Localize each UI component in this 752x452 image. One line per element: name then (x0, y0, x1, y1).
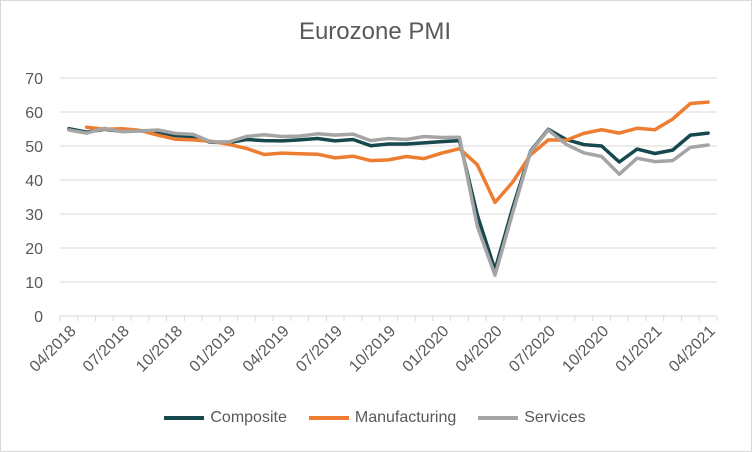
y-tick-label: 70 (25, 71, 43, 88)
chart-title: Eurozone PMI (298, 18, 452, 45)
legend: Composite Manufacturing Services (0, 409, 750, 427)
legend-label-manufacturing: Manufacturing (354, 409, 457, 426)
x-tick-label: 07/2019 (293, 323, 346, 376)
x-tick-label: 10/2019 (346, 323, 399, 376)
x-tick-label: 04/2020 (453, 323, 506, 376)
legend-swatch-services (478, 416, 519, 420)
series-line-manufacturing (84, 100, 710, 205)
y-tick-label: 40 (25, 173, 43, 190)
y-tick-label: 10 (25, 275, 43, 292)
legend-label-composite: Composite (210, 409, 287, 426)
x-tick-label: 01/2021 (613, 323, 666, 376)
legend-swatch-composite (164, 416, 205, 420)
y-tick-label: 0 (34, 309, 43, 326)
x-tick-label: 04/2019 (240, 323, 293, 376)
y-tick-label: 20 (25, 241, 43, 258)
series-line-composite (67, 126, 710, 272)
y-axis-tick-labels: 0 10 20 30 40 50 60 70 (25, 71, 43, 326)
x-axis-tick-labels: 04/2018 07/2018 10/2018 01/2019 04/2019 07/20… (27, 323, 719, 376)
legend-item-services: Services (478, 409, 586, 427)
series-line-services (67, 126, 710, 277)
x-tick-label: 01/2019 (187, 323, 240, 376)
y-tick-label: 50 (25, 139, 43, 156)
y-tick-label: 60 (25, 105, 43, 122)
x-tick-label: 07/2018 (80, 323, 133, 376)
legend-item-composite: Composite (164, 409, 287, 427)
y-tick-label: 30 (25, 207, 43, 224)
x-tick-label: 01/2020 (400, 323, 453, 376)
legend-swatch-manufacturing (308, 416, 349, 420)
gridlines (60, 77, 717, 283)
legend-label-services: Services (524, 409, 586, 426)
series-lines (67, 100, 710, 277)
x-tick-label: 04/2018 (27, 323, 80, 376)
x-tick-label: 04/2021 (666, 323, 719, 376)
legend-item-manufacturing: Manufacturing (308, 409, 457, 427)
x-tick-label: 07/2020 (506, 323, 559, 376)
x-axis (59, 315, 718, 321)
x-tick-label: 10/2018 (133, 323, 186, 376)
x-tick-label: 10/2020 (559, 323, 612, 376)
